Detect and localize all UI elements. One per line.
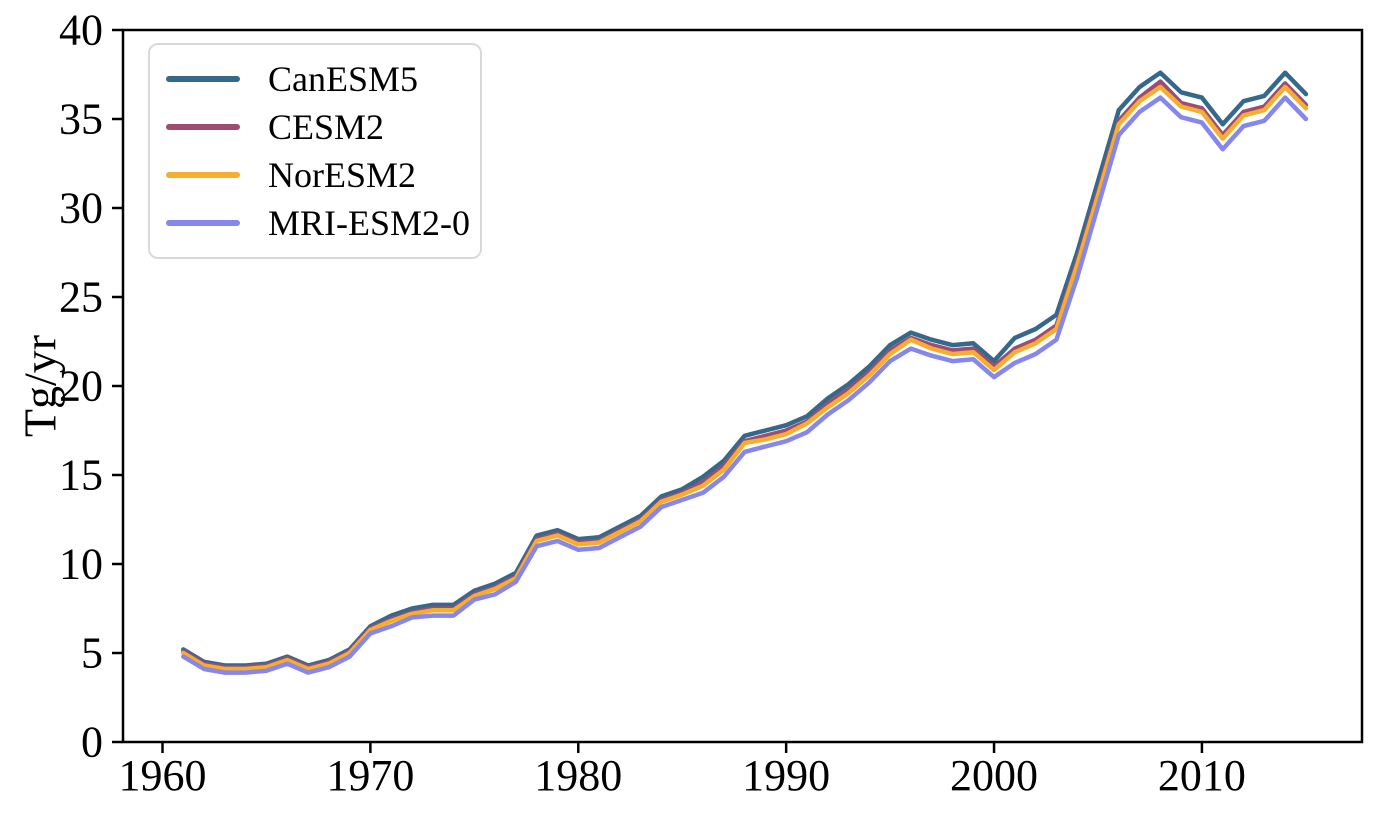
legend-label: NorESM2 <box>268 155 417 195</box>
x-tick-label: 1980 <box>534 751 622 800</box>
series-line-noresm2 <box>181 84 1309 672</box>
y-tick-label: 15 <box>59 451 103 500</box>
y-tick-label: 35 <box>59 95 103 144</box>
y-tick-label: 5 <box>81 629 103 678</box>
series-line-mri-esm2-0 <box>181 95 1309 675</box>
x-tick-label: 1990 <box>742 751 830 800</box>
x-tick-label: 2000 <box>950 751 1038 800</box>
y-tick-label: 25 <box>59 273 103 322</box>
x-tick-label: 2010 <box>1158 751 1246 800</box>
y-tick-label: 20 <box>59 362 103 411</box>
legend-label: CanESM5 <box>268 59 419 99</box>
x-tick-label: 1960 <box>118 751 206 800</box>
legend-item-cesm2: CESM2 <box>166 109 470 145</box>
y-tick-label: 0 <box>81 718 103 767</box>
legend-item-noresm2: NorESM2 <box>166 157 470 193</box>
legend-swatch <box>166 172 240 178</box>
y-tick-label: 10 <box>59 540 103 589</box>
legend-swatch <box>166 124 240 130</box>
legend-swatch <box>166 220 240 226</box>
y-tick-label: 40 <box>59 6 103 55</box>
y-tick-label: 30 <box>59 184 103 233</box>
legend-swatch <box>166 76 240 82</box>
legend-label: MRI-ESM2-0 <box>268 203 471 243</box>
legend-item-canesm5: CanESM5 <box>166 61 470 97</box>
legend: CanESM5 CESM2 NorESM2 MRI-ESM2-0 <box>148 43 482 259</box>
legend-item-mri-esm2-0: MRI-ESM2-0 <box>166 205 470 241</box>
legend-label: CESM2 <box>268 107 385 147</box>
x-tick-label: 1970 <box>326 751 414 800</box>
y-axis-label: Tg/yr <box>14 334 66 438</box>
